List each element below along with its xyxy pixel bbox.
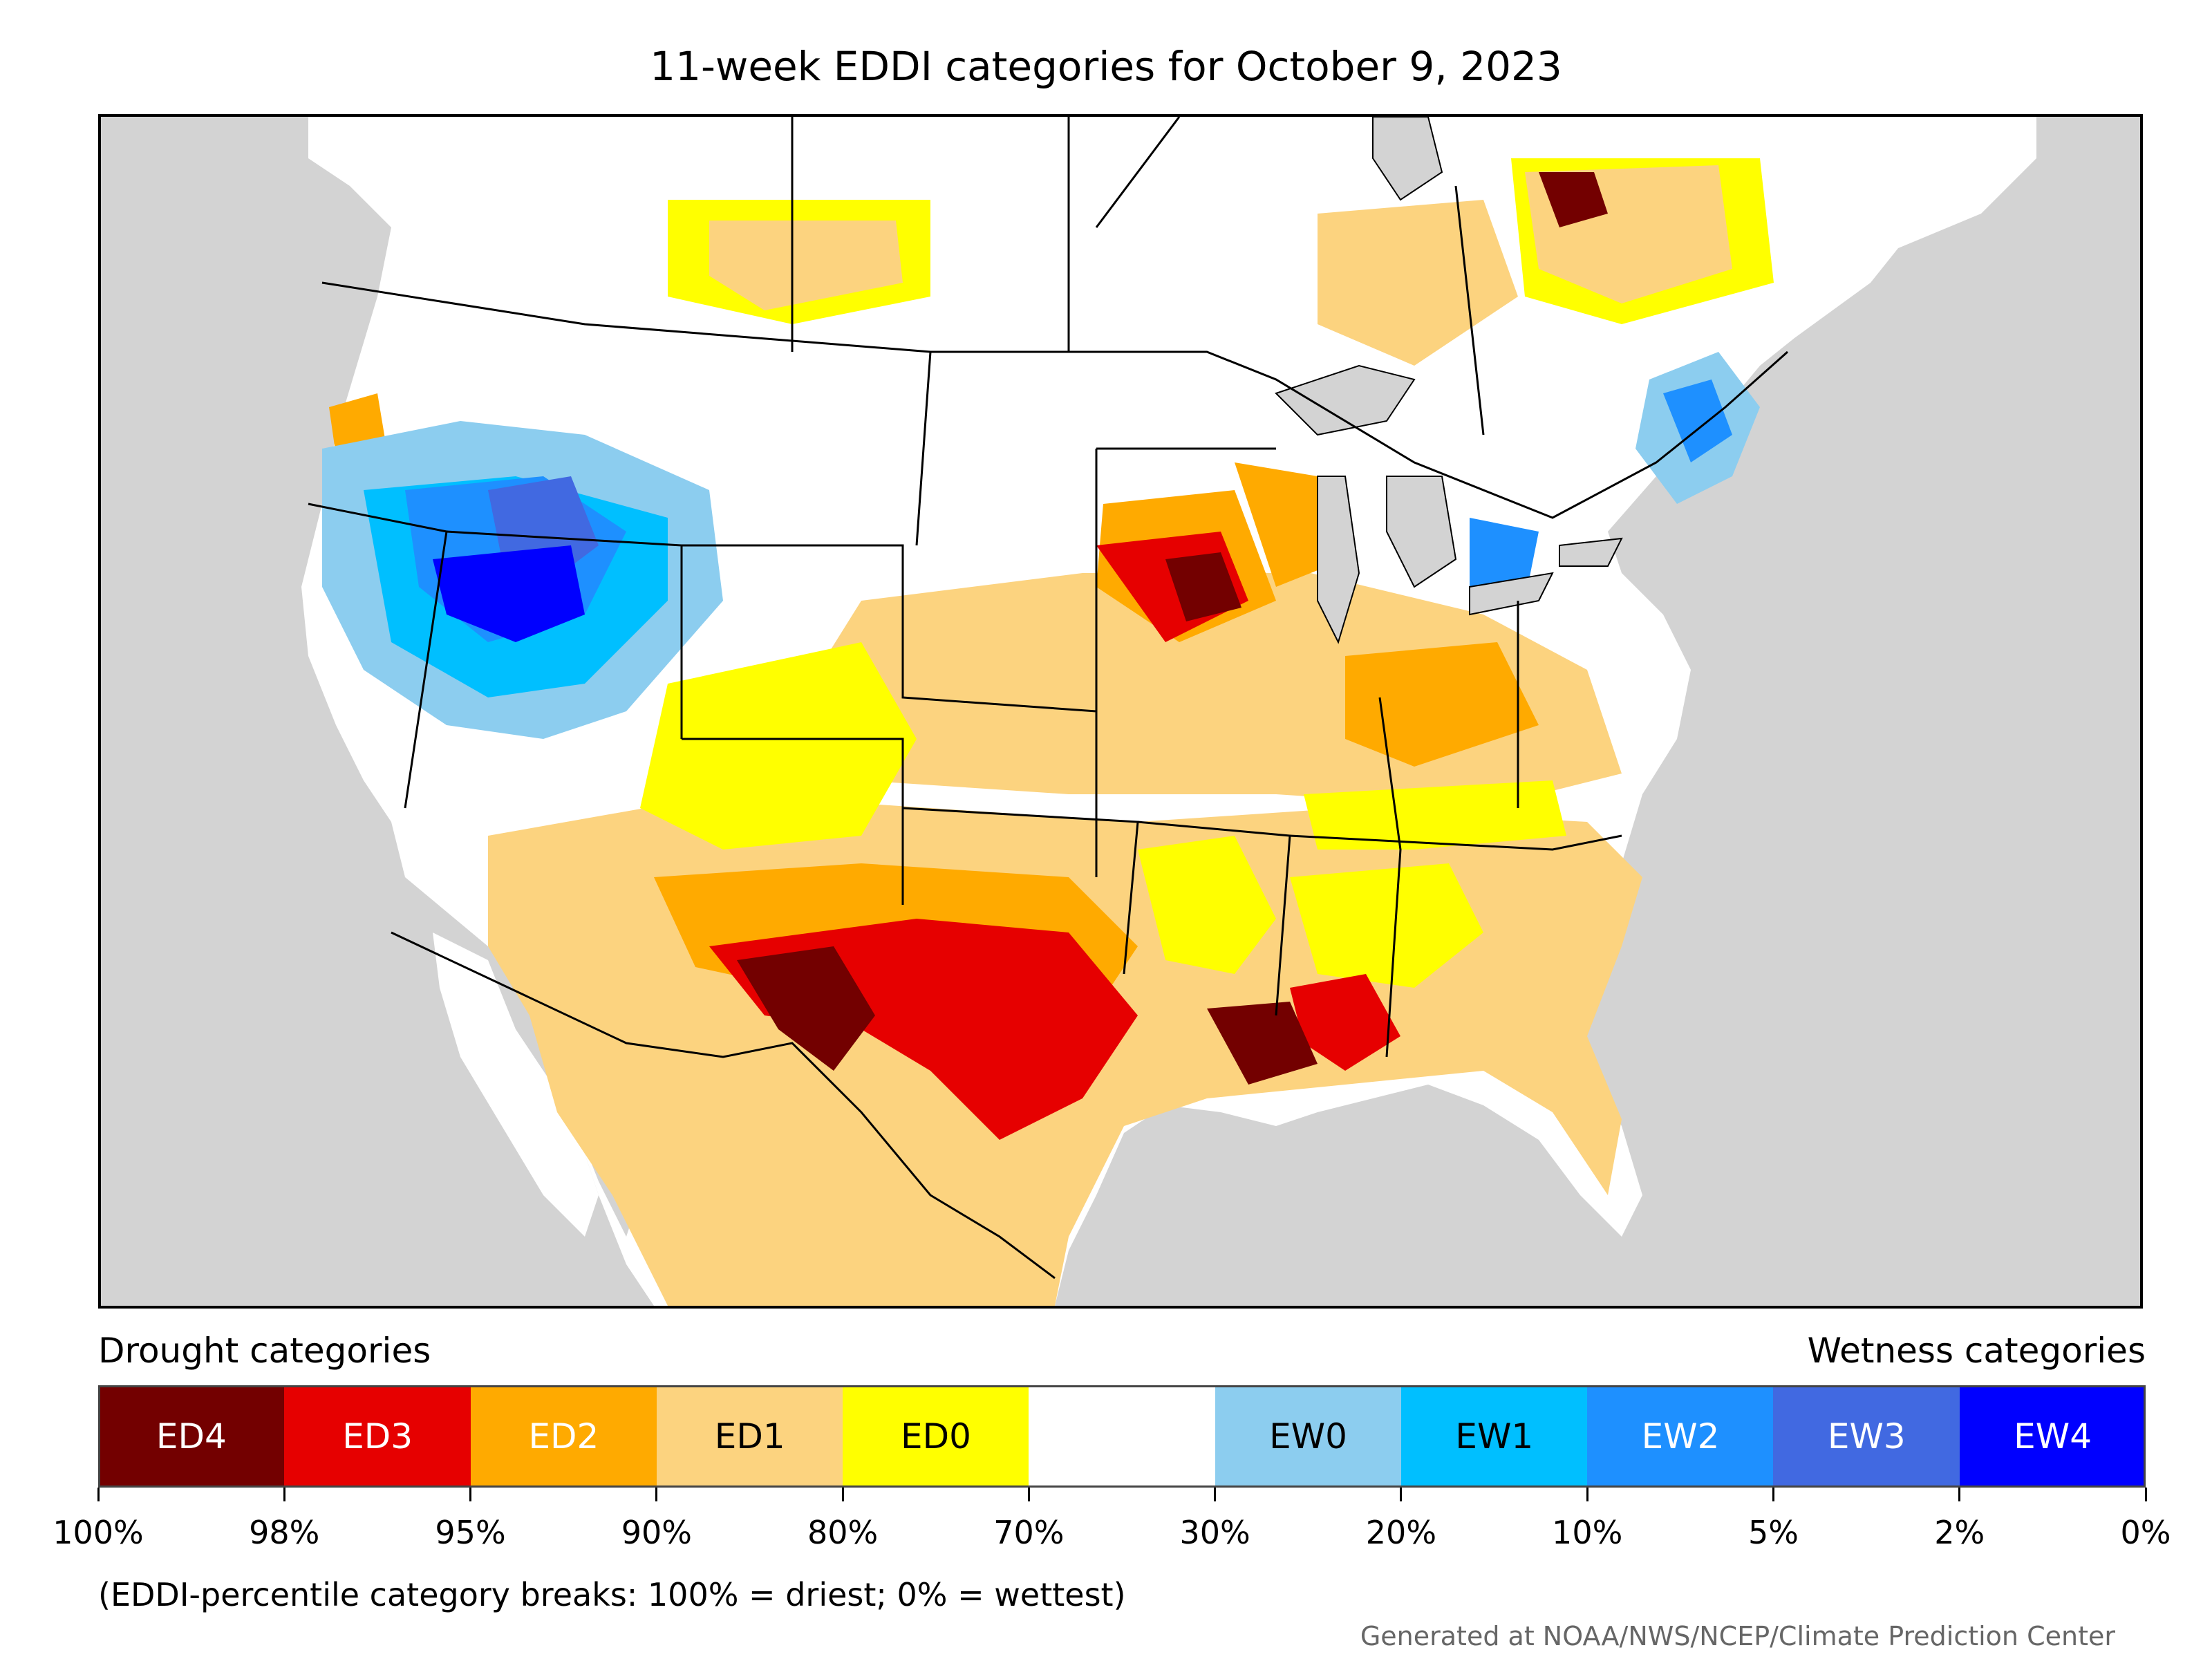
border-lines <box>308 117 1788 1280</box>
legend-swatch-ew2: EW2 <box>1587 1385 1774 1488</box>
legend-tick-label: 100% <box>53 1514 144 1551</box>
legend-tick <box>1772 1488 1774 1501</box>
legend-tick <box>97 1488 100 1501</box>
legend-tick <box>1586 1488 1588 1501</box>
map-title: 11-week EDDI categories for October 9, 2… <box>650 43 1562 90</box>
legend-tick-label: 0% <box>2120 1514 2171 1551</box>
legend-tick <box>1214 1488 1217 1501</box>
legend-tick-label: 30% <box>1179 1514 1250 1551</box>
legend-swatch-ed0: ED0 <box>843 1385 1029 1488</box>
lake-superior <box>1275 364 1416 436</box>
percentile-note: (EDDI-percentile category breaks: 100% =… <box>98 1576 1126 1613</box>
legend-tick <box>283 1488 285 1501</box>
legend-swatch-ew0: EW0 <box>1215 1385 1402 1488</box>
lake-erie <box>1469 572 1554 616</box>
legend-tick-label: 98% <box>249 1514 320 1551</box>
legend-swatch-ew4: EW4 <box>1959 1385 2146 1488</box>
lake-ontario <box>1559 537 1623 567</box>
map-canvas <box>101 117 2140 1306</box>
legend-swatch-ew3: EW3 <box>1773 1385 1960 1488</box>
wetness-categories-heading: Wetness categories <box>1807 1331 2146 1371</box>
legend-tick-label: 10% <box>1552 1514 1623 1551</box>
legend-tick <box>1400 1488 1403 1501</box>
legend-swatch-ed2: ED2 <box>470 1385 657 1488</box>
legend-tick <box>2144 1488 2147 1501</box>
legend-tick <box>469 1488 472 1501</box>
legend-tick <box>1027 1488 1030 1501</box>
drought-categories-heading: Drought categories <box>98 1331 431 1371</box>
legend-tick-label: 2% <box>1934 1514 1985 1551</box>
legend-tick-label: 70% <box>993 1514 1065 1551</box>
legend-colorbar: ED4 ED3 ED2 ED1 ED0 EW0 EW1 EW2 EW3 EW4 <box>98 1385 2146 1488</box>
legend-tick <box>655 1488 658 1501</box>
legend-swatch-neutral <box>1029 1385 1216 1488</box>
land-baja <box>433 932 599 1237</box>
lake-huron <box>1386 476 1457 588</box>
legend-swatch-ed1: ED1 <box>656 1385 843 1488</box>
credit-line: Generated at NOAA/NWS/NCEP/Climate Predi… <box>1360 1621 2115 1651</box>
legend-tick <box>841 1488 844 1501</box>
legend-tick-label: 95% <box>435 1514 506 1551</box>
legend-swatch-ew1: EW1 <box>1400 1385 1588 1488</box>
lake-michigan <box>1317 476 1360 644</box>
hudson-bay-inlet <box>1372 117 1443 201</box>
legend-tick-label: 5% <box>1747 1514 1799 1551</box>
legend-tick <box>1958 1488 1961 1501</box>
eddi-map <box>98 114 2143 1309</box>
legend-tick-label: 90% <box>621 1514 692 1551</box>
legend-tick-label: 20% <box>1365 1514 1437 1551</box>
legend-swatch-ed3: ED3 <box>284 1385 471 1488</box>
legend-tick-label: 80% <box>807 1514 879 1551</box>
legend-swatch-ed4: ED4 <box>98 1385 285 1488</box>
